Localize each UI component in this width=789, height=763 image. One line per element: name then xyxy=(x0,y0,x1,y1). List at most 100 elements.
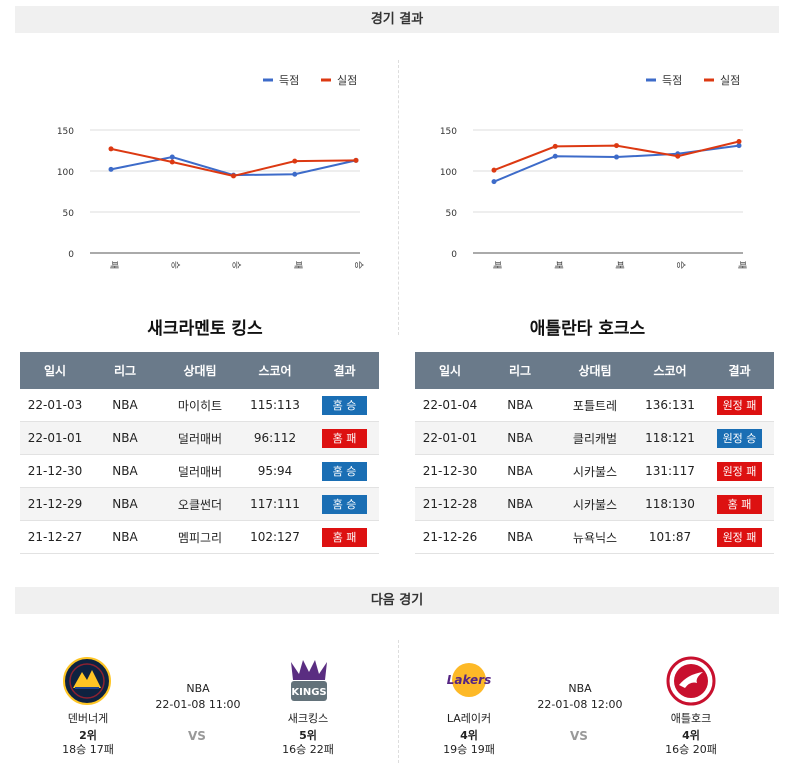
x-tick-label: 패 xyxy=(614,261,625,269)
col-header-league: 리그 xyxy=(90,352,160,389)
next-away-record-2: 16승 20패 xyxy=(665,743,717,756)
cell-result: 홈 패 xyxy=(310,421,379,455)
data-point xyxy=(491,179,497,185)
cell-date: 21-12-29 xyxy=(20,487,90,521)
cell-league: NBA xyxy=(485,520,555,554)
next-home-record-2: 19승 19패 xyxy=(443,743,495,756)
x-tick-label: 승 xyxy=(675,261,686,269)
y-tick-label: 0 xyxy=(451,250,457,260)
cell-result: 원정 패 xyxy=(705,389,774,422)
col-header-result: 결과 xyxy=(310,352,379,389)
result-badge: 홈 승 xyxy=(322,494,367,514)
y-tick-label: 100 xyxy=(57,168,74,178)
x-tick-label: 승 xyxy=(353,261,364,269)
results-table-atlanta: 일시 리그 상대팀 스코어 결과 22-01-04 NBA 포틀트레 136:131 원… xyxy=(415,352,774,554)
cell-opponent: 오클썬더 xyxy=(160,487,240,521)
next-games-section-header: 다음 경기 xyxy=(15,587,779,614)
svg-text:Lakers: Lakers xyxy=(447,673,492,687)
cell-date: 21-12-28 xyxy=(415,487,485,521)
column-divider xyxy=(398,60,399,335)
col-header-score: 스코어 xyxy=(240,352,310,389)
results-table-sacramento: 일시 리그 상대팀 스코어 결과 22-01-03 NBA 마이히트 115:113 홈… xyxy=(20,352,379,554)
col-header-league: 리그 xyxy=(485,352,555,389)
next-games-divider xyxy=(398,640,399,763)
cell-date: 21-12-30 xyxy=(415,454,485,488)
result-badge: 원정 승 xyxy=(717,428,762,448)
result-badge: 원정 패 xyxy=(717,527,762,547)
x-tick-label: 승 xyxy=(169,261,180,269)
cell-league: NBA xyxy=(90,454,160,488)
col-header-opponent: 상대팀 xyxy=(555,352,635,389)
cell-opponent: 마이히트 xyxy=(160,389,240,422)
data-point xyxy=(614,154,619,160)
team-title-atlanta: 애틀란타 호크스 xyxy=(529,319,646,339)
cell-score: 95:94 xyxy=(240,454,310,488)
hawks-logo xyxy=(666,656,716,706)
cell-league: NBA xyxy=(90,389,160,422)
result-badge: 홈 패 xyxy=(322,428,367,448)
cell-league: NBA xyxy=(485,454,555,488)
data-point xyxy=(552,153,558,159)
legend-label-allowed: 실점 xyxy=(337,74,357,87)
cell-result: 홈 승 xyxy=(310,454,379,488)
cell-score: 96:112 xyxy=(240,421,310,455)
legend-label-allowed: 실점 xyxy=(720,74,740,87)
result-badge: 원정 패 xyxy=(717,461,762,481)
next-home-rank-2: 4위 xyxy=(460,729,478,742)
data-point xyxy=(614,143,619,149)
next-league-1: NBA xyxy=(186,682,210,695)
data-point xyxy=(292,171,298,177)
data-point xyxy=(108,146,114,152)
cell-score: 118:121 xyxy=(635,421,705,455)
cell-opponent: 덜러매버 xyxy=(160,454,240,488)
table-row: 21-12-30 NBA 시카불스 131:117 원정 패 xyxy=(415,454,774,488)
vs-label-1: VS xyxy=(188,729,206,743)
data-point xyxy=(231,173,236,179)
next-away-rank-1: 5위 xyxy=(299,729,317,742)
col-header-result: 결과 xyxy=(705,352,774,389)
results-section-header: 경기 결과 xyxy=(15,6,779,33)
cell-score: 118:130 xyxy=(635,487,705,521)
cell-date: 21-12-27 xyxy=(20,520,90,554)
next-away-name-1: 새크킹스 xyxy=(287,712,329,725)
next-away-rank-2: 4위 xyxy=(682,729,700,742)
table-row: 21-12-30 NBA 덜러매버 95:94 홈 승 xyxy=(20,454,379,488)
x-tick-label: 패 xyxy=(552,261,563,269)
table-row: 21-12-28 NBA 시카불스 118:130 홈 패 xyxy=(415,487,774,521)
y-tick-label: 50 xyxy=(446,209,458,219)
next-home-name-2: LA레이커 xyxy=(446,712,492,725)
y-tick-label: 150 xyxy=(57,127,74,137)
cell-opponent: 시카불스 xyxy=(555,454,635,488)
table-row: 22-01-03 NBA 마이히트 115:113 홈 승 xyxy=(20,389,379,422)
table-row: 22-01-04 NBA 포틀트레 136:131 원정 패 xyxy=(415,389,774,422)
data-point xyxy=(736,143,742,149)
cell-date: 22-01-01 xyxy=(415,421,485,455)
x-tick-label: 패 xyxy=(108,261,119,269)
chart-atlanta: 150 100 50 0 패 패 패 승 패 득점 실점 xyxy=(440,74,747,269)
table-row: 21-12-29 NBA 오클썬더 117:111 홈 승 xyxy=(20,487,379,521)
lakers-logo: Lakers xyxy=(447,663,492,697)
legend-label-scored: 득점 xyxy=(662,74,682,87)
svg-text:KINGS: KINGS xyxy=(291,687,326,698)
cell-date: 22-01-03 xyxy=(20,389,90,422)
cell-league: NBA xyxy=(485,421,555,455)
next-home-name-1: 덴버너게 xyxy=(67,712,109,725)
data-point xyxy=(169,159,175,165)
next-home-record-1: 18승 17패 xyxy=(62,743,114,756)
cell-result: 원정 승 xyxy=(705,421,774,455)
cell-score: 117:111 xyxy=(240,487,310,521)
table-row: 22-01-01 NBA 덜러매버 96:112 홈 패 xyxy=(20,421,379,455)
data-point xyxy=(675,153,681,159)
cell-result: 원정 패 xyxy=(705,520,774,554)
next-away-record-1: 16승 22패 xyxy=(282,743,334,756)
next-datetime-1: 22-01-08 11:00 xyxy=(155,698,241,711)
data-point xyxy=(292,158,298,164)
y-tick-label: 0 xyxy=(68,250,74,260)
cell-opponent: 클리캐벌 xyxy=(555,421,635,455)
col-header-date: 일시 xyxy=(415,352,485,389)
x-tick-label: 패 xyxy=(736,261,747,269)
kings-logo: KINGS xyxy=(291,660,327,701)
cell-score: 131:117 xyxy=(635,454,705,488)
x-tick-label: 패 xyxy=(491,261,502,269)
result-badge: 홈 패 xyxy=(322,527,367,547)
